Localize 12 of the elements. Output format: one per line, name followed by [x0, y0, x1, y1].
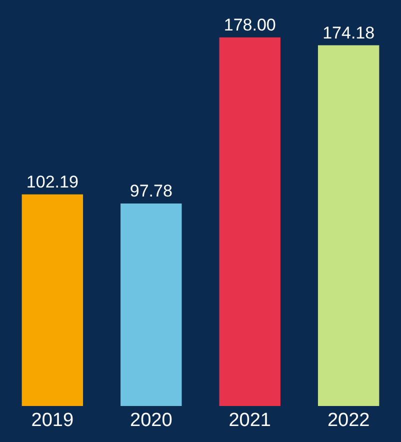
data-label: 102.19	[26, 172, 78, 192]
x-tick-label: 2019	[31, 410, 74, 431]
x-tick-label: 2021	[228, 410, 271, 431]
x-tick-label: 2020	[130, 410, 172, 431]
bar	[318, 45, 380, 406]
x-tick-label: 2022	[327, 410, 370, 431]
bar	[120, 204, 182, 406]
data-label: 174.18	[322, 23, 375, 42]
data-label: 178.00	[224, 15, 276, 34]
bar	[22, 194, 84, 406]
data-label: 97.78	[130, 182, 172, 200]
bar	[219, 37, 280, 406]
